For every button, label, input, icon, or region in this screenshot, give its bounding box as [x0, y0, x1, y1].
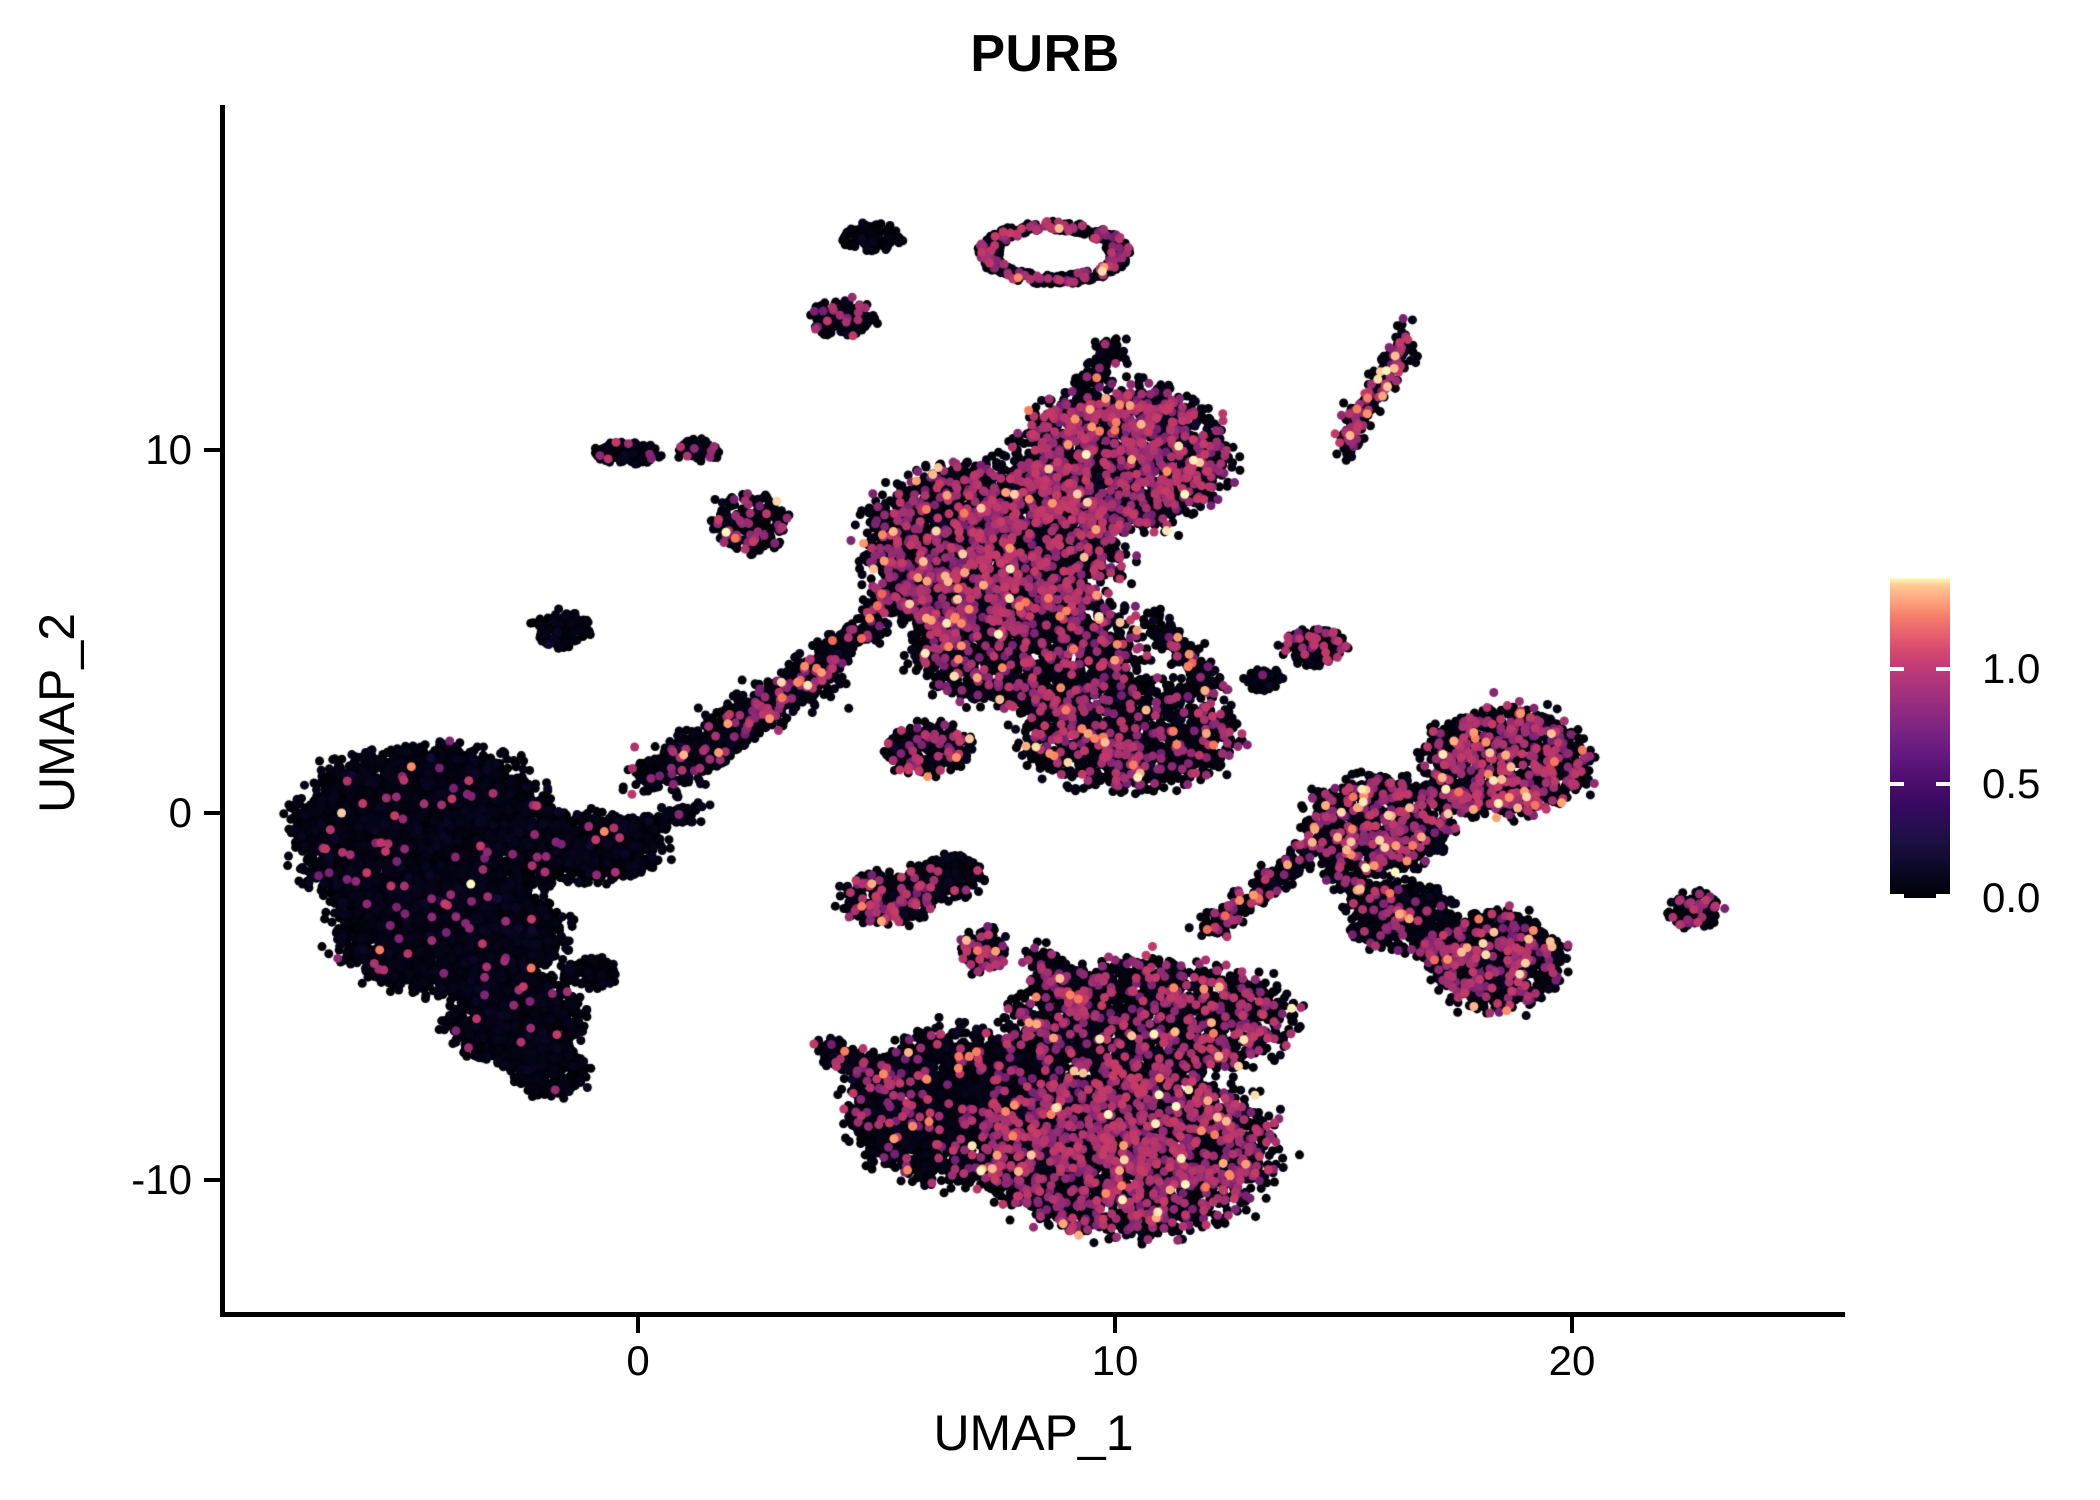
colorbar-tick-mark	[1890, 894, 1904, 898]
x-tick-mark	[1113, 1317, 1117, 1333]
plot-panel	[222, 105, 1845, 1315]
colorbar-gradient	[1890, 578, 1950, 898]
y-tick-label: 0	[168, 789, 192, 836]
y-tick-label: 10	[145, 426, 192, 473]
x-tick-mark	[1570, 1317, 1574, 1333]
colorbar-tick-mark	[1936, 781, 1950, 786]
x-tick-mark	[636, 1317, 640, 1333]
y-axis-label: UMAP_2	[29, 612, 85, 814]
colorbar-tick-label: 0.5	[1982, 759, 2041, 807]
x-tick-label: 20	[1548, 1337, 1596, 1384]
y-tick-label: -10	[131, 1156, 192, 1203]
colorbar-tick-mark	[1936, 894, 1950, 898]
color-legend: 1.0 0.5 0.0	[1890, 578, 2090, 919]
page-title: PURB	[970, 25, 1120, 83]
y-tick-mark	[204, 448, 220, 452]
colorbar-tick-mark	[1890, 667, 1904, 672]
y-tick-mark	[204, 1178, 220, 1182]
colorbar-tick-mark	[1936, 667, 1950, 672]
y-axis-line	[220, 105, 225, 1316]
scatter-plot-canvas	[222, 105, 1845, 1315]
x-axis-label: UMAP_1	[933, 1405, 1134, 1461]
x-tick-label: 0	[626, 1337, 650, 1384]
x-tick-label: 10	[1091, 1337, 1139, 1384]
y-tick-mark	[204, 811, 220, 815]
colorbar-tick-label: 0.0	[1982, 874, 2041, 921]
colorbar-tick-mark	[1890, 781, 1904, 786]
colorbar-tick-label: 1.0	[1982, 645, 2041, 693]
x-axis-line	[220, 1312, 1845, 1317]
